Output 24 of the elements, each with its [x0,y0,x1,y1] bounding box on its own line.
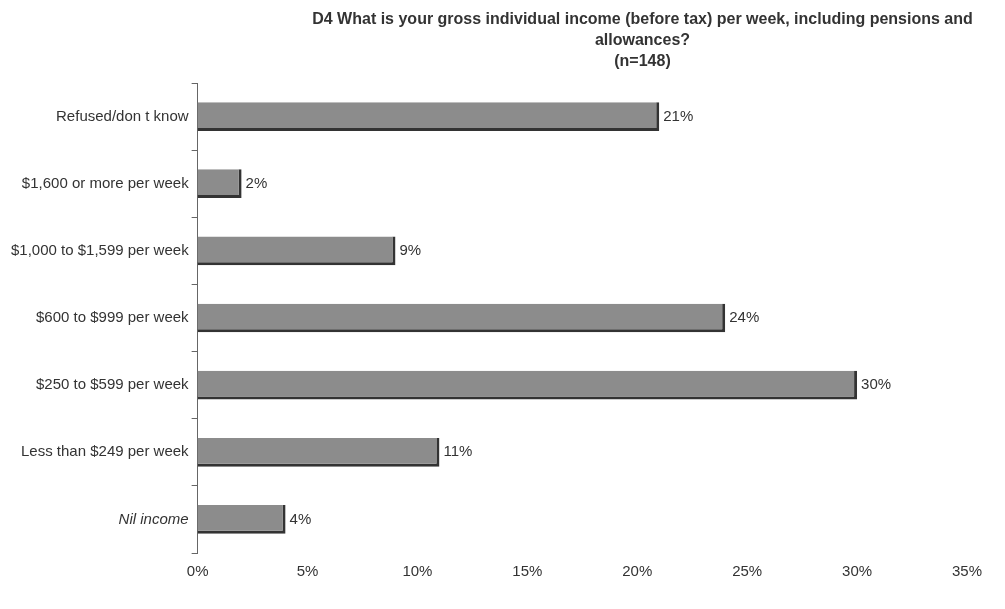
data-label: 21% [663,106,694,124]
chart-title: D4 What is your gross individual income (before tax) per week, including pensions and allowances? [311,9,974,50]
x-tick-label: 20% [622,562,653,580]
y-tick-label: $600 to $999 per week [36,308,190,326]
chart-subtitle: (n=148) [613,51,672,71]
x-tick-label: 25% [732,562,763,580]
y-tick-label: $250 to $599 per week [36,375,190,393]
x-tick-label: 30% [842,562,873,580]
data-label: 11% [443,442,473,460]
data-label: 4% [289,509,312,527]
data-label: 24% [729,308,760,326]
y-tick-label: $1,600 or more per week [21,173,190,191]
y-tick-label: Less than $249 per week [21,442,190,460]
y-tick-label: Refused/don t know [56,106,189,124]
x-tick-label: 10% [402,562,433,580]
x-tick-label: 0% [186,562,209,580]
x-tick-label: 35% [951,562,983,580]
y-tick-label: Nil income [118,509,189,527]
data-label: 30% [861,375,892,393]
data-label: 9% [399,241,422,258]
x-tick-label: 15% [512,562,543,580]
y-tick-label: $1,000 to $1,599 per week [10,241,190,258]
data-label: 2% [245,173,268,191]
x-tick-label: 5% [296,562,319,580]
